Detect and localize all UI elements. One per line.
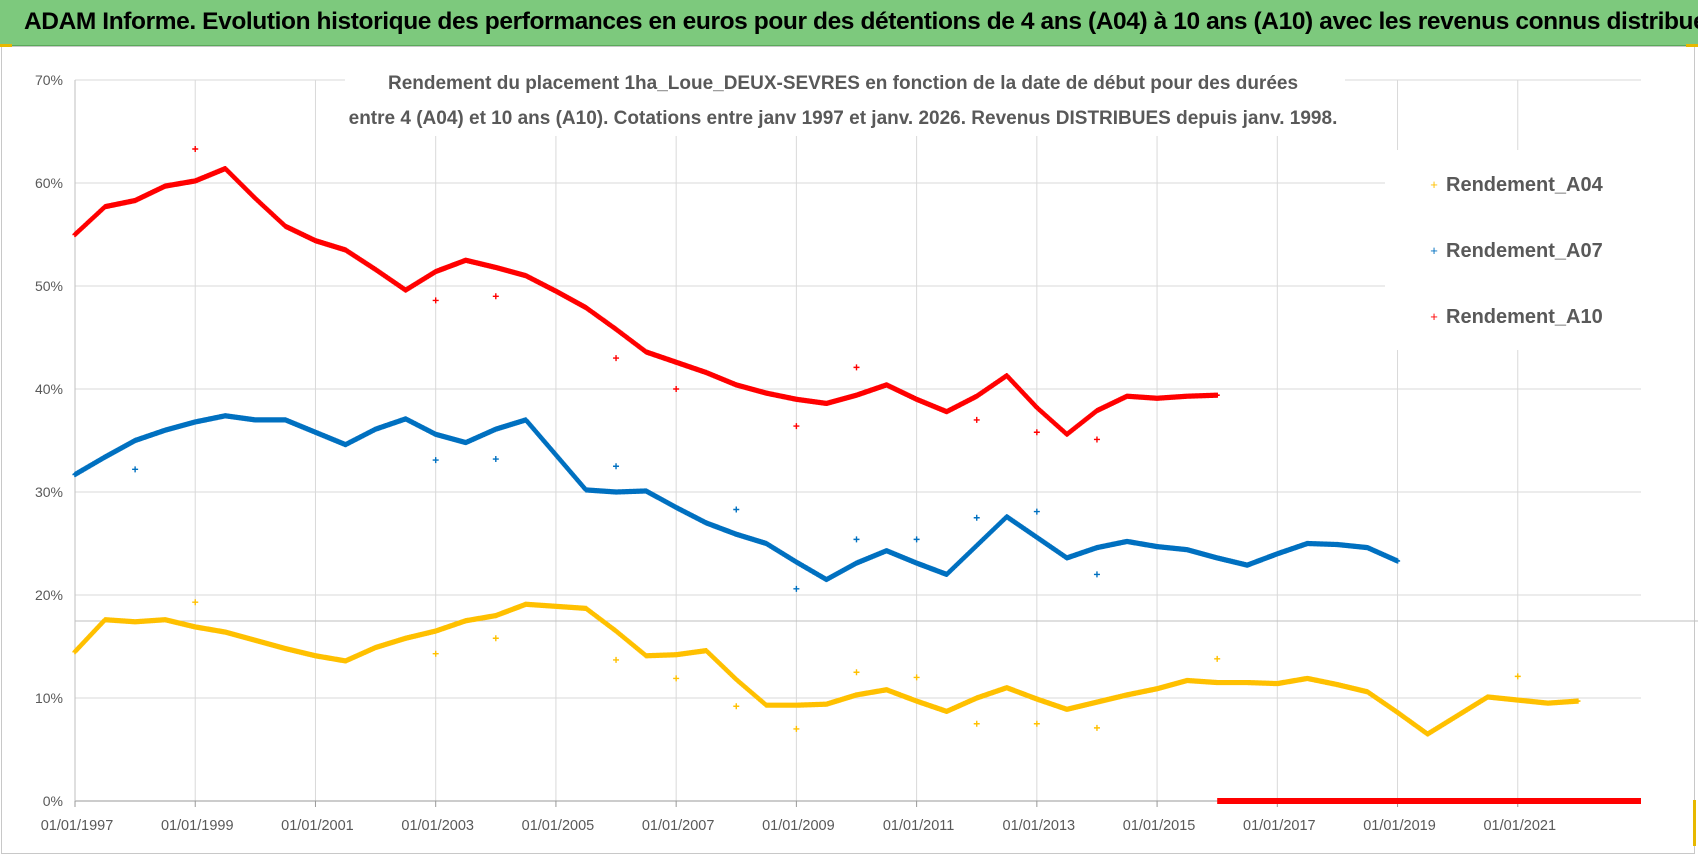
outlier-point-Rendement_A10 [432, 297, 439, 304]
y-tick-label: 20% [35, 587, 63, 603]
series-Rendement_A07 [72, 413, 1401, 592]
outlier-point-Rendement_A04 [1214, 655, 1221, 662]
x-tick-label: 01/01/1999 [161, 818, 234, 834]
y-tick-label: 10% [35, 690, 63, 706]
outlier-point-Rendement_A04 [973, 720, 980, 727]
y-tick-label: 40% [35, 381, 63, 397]
report-banner: ADAM Informe. Evolution historique des p… [0, 0, 1698, 46]
x-tick-label: 01/01/1997 [41, 818, 114, 834]
series-trace-Rendement_A10 [72, 165, 1220, 437]
outlier-point-Rendement_A10 [1093, 436, 1100, 443]
chart-title: Rendement du placement 1ha_Loue_DEUX-SEV… [345, 66, 1345, 136]
outlier-point-Rendement_A10 [192, 146, 199, 153]
outlier-point-Rendement_A07 [793, 585, 800, 592]
series-trace-Rendement_A04 [72, 601, 1581, 737]
outlier-point-Rendement_A07 [733, 506, 740, 513]
y-tick-label: 70% [35, 72, 63, 88]
legend-entry-a04[interactable]: + Rendement_A04 [1430, 174, 1603, 196]
x-tick-label: 01/01/2015 [1123, 818, 1196, 834]
outlier-point-Rendement_A10 [673, 386, 680, 392]
outlier-point-Rendement_A04 [1033, 720, 1040, 727]
outlier-point-Rendement_A04 [192, 599, 199, 606]
series-points [72, 146, 1641, 804]
outlier-point-Rendement_A04 [432, 650, 439, 657]
outlier-point-Rendement_A04 [492, 635, 499, 642]
legend-entry-a10[interactable]: + Rendement_A10 [1430, 306, 1603, 328]
y-tick-label: 0% [43, 793, 63, 809]
outlier-point-Rendement_A04 [1514, 673, 1521, 680]
series-trace-Rendement_A07 [72, 413, 1401, 583]
legend-marker-a07: + [1430, 243, 1438, 258]
x-tick-label: 01/01/2019 [1363, 818, 1436, 834]
outlier-point-Rendement_A07 [1033, 508, 1040, 515]
chart-title-line2: entre 4 (A04) et 10 ans (A10). Cotations… [349, 108, 1338, 129]
outlier-point-Rendement_A07 [432, 457, 439, 464]
x-tick-label: 01/01/2003 [401, 818, 474, 834]
outlier-point-Rendement_A10 [793, 423, 800, 430]
gridlines [74, 79, 1641, 801]
corner-marker-bottom-right [1693, 800, 1696, 846]
x-tick-label: 01/01/2017 [1243, 818, 1316, 834]
outlier-point-Rendement_A10 [853, 364, 860, 371]
legend-marker-a04: + [1430, 177, 1438, 192]
outlier-point-Rendement_A04 [1093, 724, 1100, 731]
outlier-point-Rendement_A04 [613, 656, 620, 663]
report-title: ADAM Informe. Evolution historique des p… [24, 8, 1698, 35]
x-tick-label: 01/01/2005 [522, 818, 595, 834]
outlier-point-Rendement_A04 [793, 725, 800, 732]
x-tick-label: 01/01/2007 [642, 818, 715, 834]
legend-label-a07: Rendement_A07 [1446, 240, 1603, 262]
x-tick-label: 01/01/2011 [883, 818, 955, 834]
series-Rendement_A04 [72, 599, 1581, 737]
axes: 0% 10% 20% 30% 40% 50% 60% 70% 01/01/1997 01/01/1… [35, 72, 1698, 834]
legend-entry-a07[interactable]: + Rendement_A07 [1430, 240, 1603, 262]
outlier-point-Rendement_A10 [613, 355, 620, 362]
y-tick-label: 30% [35, 484, 63, 500]
y-tick-label: 50% [35, 278, 63, 294]
legend-marker-a10: + [1430, 309, 1438, 324]
outlier-point-Rendement_A04 [733, 703, 740, 710]
outlier-point-Rendement_A10 [1033, 429, 1040, 436]
x-tick-label: 01/01/2009 [762, 818, 835, 834]
chart-title-line1: Rendement du placement 1ha_Loue_DEUX-SEV… [388, 73, 1298, 94]
outlier-point-Rendement_A07 [853, 536, 860, 543]
x-tick-label: 01/01/2013 [1003, 818, 1076, 834]
x-tick-label: 01/01/2021 [1483, 818, 1556, 834]
legend-background [1385, 150, 1645, 350]
outlier-point-Rendement_A04 [913, 674, 920, 681]
legend: + Rendement_A04 + Rendement_A07 + Rendem… [1385, 150, 1645, 350]
outlier-point-Rendement_A07 [492, 456, 499, 463]
chart-title-background [345, 66, 1345, 136]
outlier-point-Rendement_A07 [613, 463, 620, 470]
y-tick-label: 60% [35, 175, 63, 191]
series-Rendement_A10 [72, 146, 1641, 804]
corner-marker-top-right [1686, 44, 1698, 47]
outlier-point-Rendement_A10 [492, 293, 499, 300]
x-tick-label: 01/01/2001 [281, 818, 354, 834]
outlier-point-Rendement_A07 [913, 536, 920, 543]
outlier-point-Rendement_A04 [673, 675, 680, 682]
outlier-point-Rendement_A10 [973, 416, 980, 423]
outlier-point-Rendement_A07 [1093, 571, 1100, 578]
outlier-point-Rendement_A04 [853, 669, 860, 676]
outlier-point-Rendement_A07 [973, 514, 980, 521]
legend-label-a04: Rendement_A04 [1446, 174, 1604, 196]
outlier-point-Rendement_A07 [132, 466, 139, 473]
legend-label-a10: Rendement_A10 [1446, 306, 1603, 328]
corner-marker-top-left [0, 44, 12, 47]
chart-frame [1, 46, 1695, 854]
